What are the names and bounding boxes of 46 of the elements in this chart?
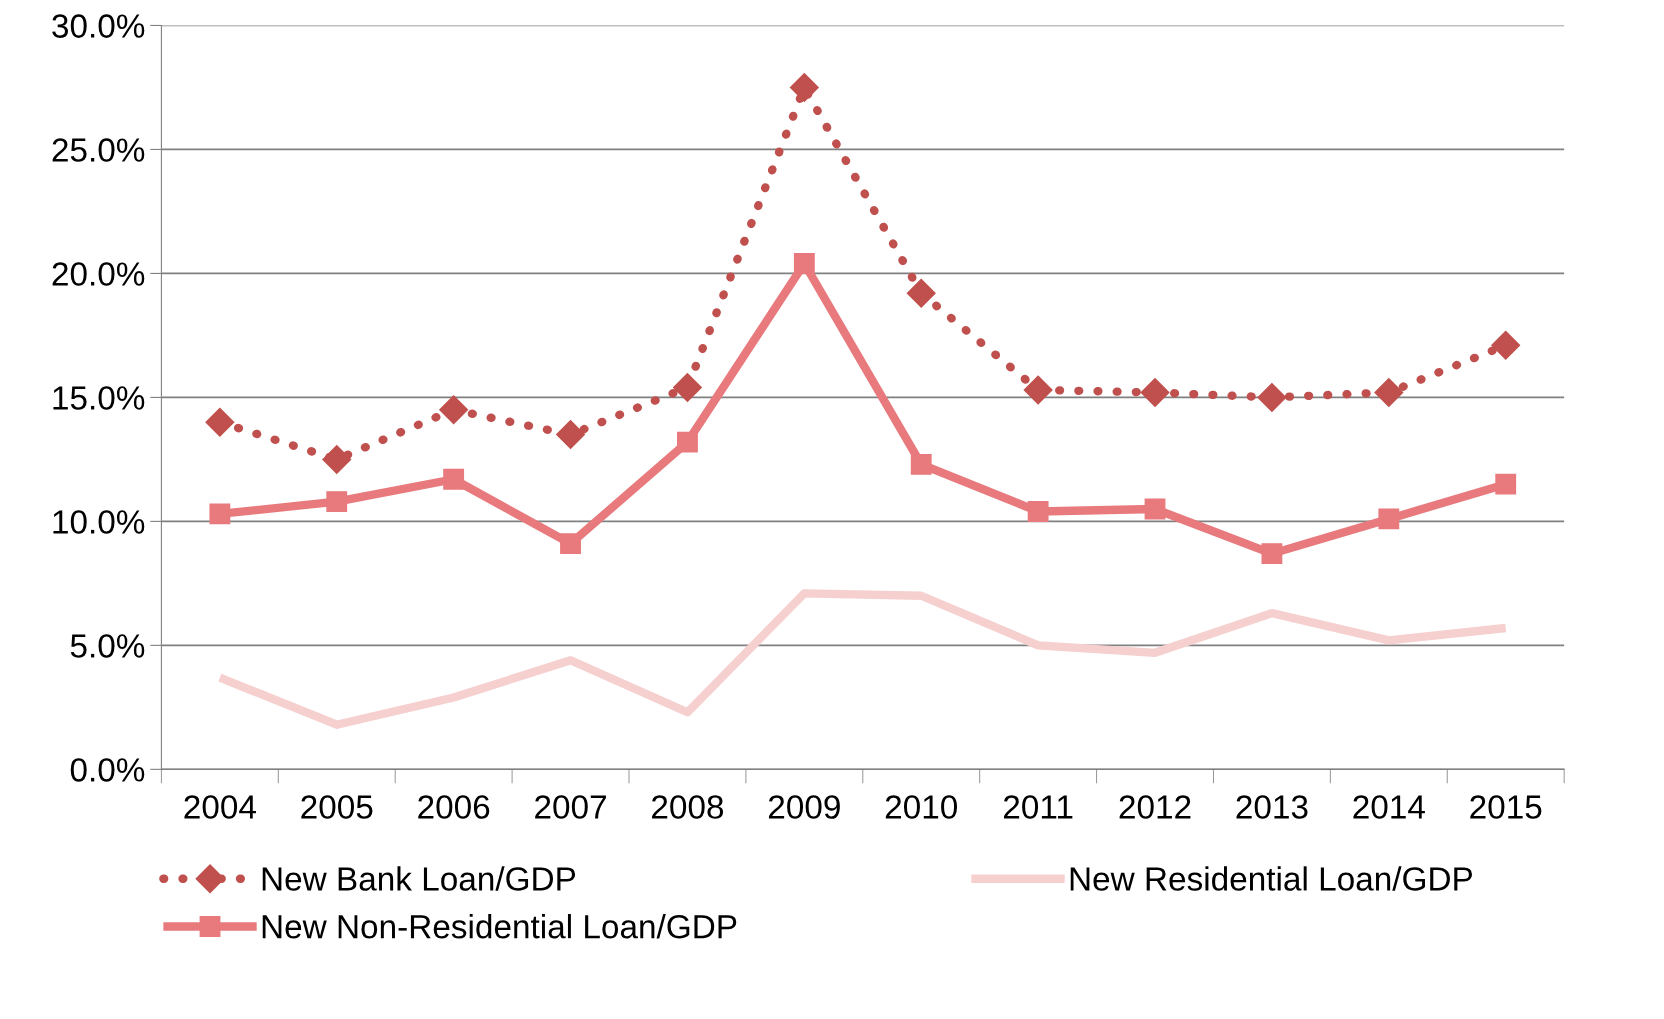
x-tick-label: 2004 (184, 795, 256, 819)
y-tick-label: 30.0% (52, 14, 145, 38)
x-tick-label: 2015 (1470, 795, 1542, 819)
y-tick-label: 10.0% (53, 510, 145, 534)
point (322, 444, 352, 474)
x-tick-label: 2014 (1353, 795, 1425, 819)
x-tick-label: 2013 (1236, 795, 1308, 819)
x-tick-label: 2007 (535, 795, 606, 819)
legend-label: New Residential Loan/GDP (1070, 866, 1473, 891)
x-tick-label: 2011 (1003, 795, 1073, 819)
y-tick-label: 20.0% (52, 262, 145, 286)
point (677, 431, 698, 453)
point (910, 453, 932, 475)
point (443, 468, 465, 490)
x-tick-label: 2008 (652, 795, 724, 819)
point (1374, 378, 1404, 407)
point (789, 73, 819, 102)
y-tick-label: 15.0% (53, 386, 145, 410)
point (1023, 375, 1053, 405)
point (205, 407, 235, 437)
point (1378, 508, 1400, 530)
point (560, 533, 581, 555)
point (1144, 498, 1166, 520)
x-tick-label: 2005 (301, 795, 373, 819)
point (1257, 382, 1287, 412)
legend-label: New Non-Residential Loan/GDP (262, 914, 737, 939)
point (1027, 501, 1049, 522)
point (209, 503, 231, 525)
y-tick-label: 25.0% (52, 138, 145, 162)
point (556, 420, 585, 450)
point (326, 491, 348, 512)
point (1140, 378, 1170, 407)
point (906, 278, 936, 308)
point (439, 395, 469, 425)
point (793, 253, 815, 274)
x-tick-label: 2012 (1119, 795, 1191, 819)
y-tick-label: 5.0% (70, 634, 145, 658)
point (1491, 330, 1521, 360)
point (672, 373, 702, 402)
x-tick-label: 2010 (885, 795, 958, 819)
legend-label: New Bank Loan/GDP (262, 866, 576, 891)
x-tick-label: 2006 (418, 795, 490, 819)
y-tick-label: 0.0% (70, 758, 145, 782)
point (1495, 473, 1517, 495)
x-tick-label: 2009 (768, 795, 840, 819)
point (1261, 543, 1283, 565)
